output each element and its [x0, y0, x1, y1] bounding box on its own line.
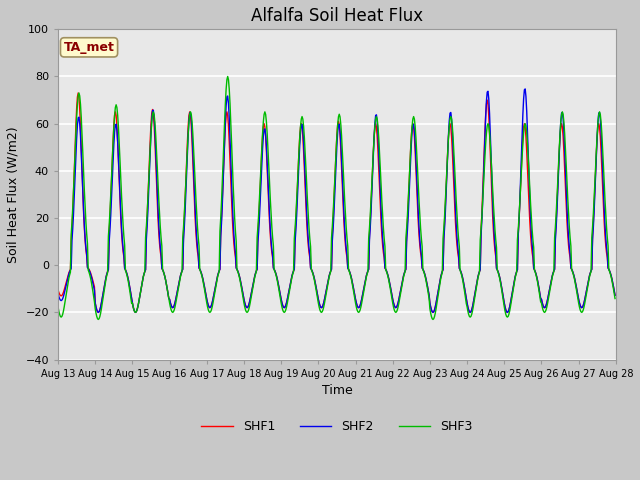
SHF3 [122, 270, 130, 276]
SHF3 [406, 166, 413, 171]
SHF2 [209, 300, 216, 306]
SHF2 [611, 292, 619, 298]
SHF1 [123, 271, 131, 277]
SHF3 [422, 277, 430, 283]
SHF3 [64, 279, 72, 285]
Legend: SHF1, SHF2, SHF3: SHF1, SHF2, SHF3 [196, 415, 477, 438]
Y-axis label: Soil Heat Flux (W/m2): Soil Heat Flux (W/m2) [7, 126, 20, 263]
SHF2 [179, 266, 187, 272]
Line: SHF1: SHF1 [58, 93, 615, 312]
SHF1 [64, 272, 72, 278]
SHF3 [224, 73, 232, 79]
SHF1 [611, 292, 619, 298]
SHF1 [422, 276, 430, 282]
X-axis label: Time: Time [321, 384, 352, 397]
SHF3 [179, 235, 187, 240]
SHF2 [122, 269, 130, 275]
SHF3 [95, 317, 102, 323]
SHF3 [209, 304, 216, 310]
Line: SHF3: SHF3 [58, 76, 615, 320]
SHF1 [74, 90, 82, 96]
SHF3 [611, 296, 619, 301]
SHF2 [64, 274, 72, 279]
Title: Alfalfa Soil Heat Flux: Alfalfa Soil Heat Flux [251, 7, 423, 25]
Text: TA_met: TA_met [63, 41, 115, 54]
Line: SHF2: SHF2 [58, 89, 615, 312]
SHF3 [54, 304, 62, 310]
SHF2 [95, 310, 102, 315]
SHF1 [54, 287, 62, 293]
SHF2 [54, 291, 62, 297]
SHF1 [180, 230, 188, 236]
SHF1 [209, 296, 217, 302]
SHF1 [95, 310, 102, 315]
SHF2 [421, 273, 429, 279]
SHF2 [405, 196, 413, 202]
SHF1 [406, 166, 413, 172]
SHF2 [522, 86, 529, 92]
